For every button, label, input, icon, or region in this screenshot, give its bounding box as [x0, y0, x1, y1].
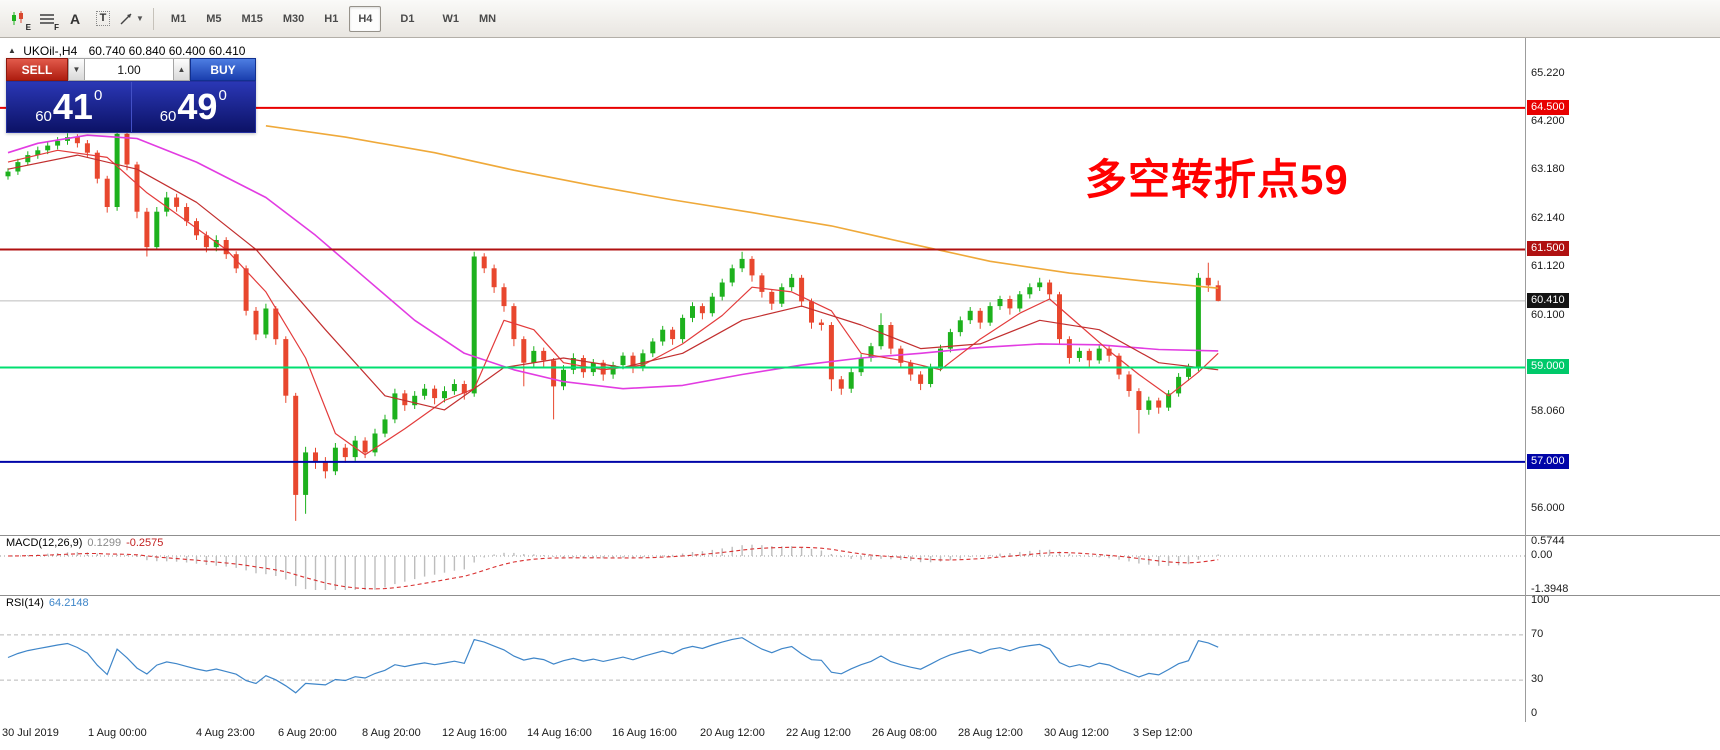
- timeframe-m5[interactable]: M5: [206, 12, 222, 25]
- lot-increase-button[interactable]: ▲: [173, 58, 190, 81]
- timeframe-d1[interactable]: D1: [400, 12, 415, 25]
- time-axis[interactable]: 30 Jul 2019 1 Aug 00:00 4 Aug 23:00 6 Aug 2…: [0, 722, 1720, 750]
- price-tick: 56.000: [1531, 502, 1565, 515]
- rsi-canvas[interactable]: [0, 595, 1525, 722]
- time-tick: 28 Aug 12:00: [958, 727, 1023, 739]
- chart-collapse-icon[interactable]: ▲: [8, 46, 16, 55]
- price-badge: 59.000: [1527, 359, 1569, 375]
- price-tick: 58.060: [1531, 404, 1565, 417]
- rsi-scale-label: 100: [1531, 594, 1550, 606]
- macd-scale-label: 0.00: [1531, 549, 1553, 561]
- macd-main-value: 0.1299: [87, 537, 122, 549]
- one-click-trading-widget: SELL ▼ ▲ BUY 60 41 0 60 49 0: [6, 58, 256, 133]
- timeframe-group: M1 M5 M15 M30 H1 H4 D1 W1 MN: [162, 5, 505, 32]
- text-box-icon[interactable]: T: [90, 6, 116, 32]
- price-badge: 64.500: [1527, 99, 1569, 115]
- price-badge: 60.410: [1527, 292, 1569, 308]
- candles-glyph: [12, 11, 23, 25]
- rsi-scale-label: 30: [1531, 673, 1544, 686]
- rsi-scale-label: 0: [1531, 707, 1538, 719]
- rsi-label: RSI(14) 64.2148: [6, 597, 89, 609]
- chevron-down-icon: ▼: [136, 14, 144, 23]
- ask-price[interactable]: 60 49 0: [130, 82, 256, 132]
- lines-glyph: [40, 13, 54, 24]
- macd-signal-value: -0.2575: [126, 537, 164, 549]
- macd-label: MACD(12,26,9) 0.1299 -0.2575: [6, 537, 164, 549]
- timeframe-h4[interactable]: H4: [349, 5, 382, 32]
- time-tick: 8 Aug 20:00: [362, 727, 421, 739]
- time-tick: 12 Aug 16:00: [442, 727, 507, 739]
- time-tick: 20 Aug 12:00: [700, 727, 765, 739]
- timeframe-mn[interactable]: MN: [478, 12, 497, 25]
- price-tick: 63.180: [1531, 163, 1565, 176]
- rsi-scale-label: 70: [1531, 627, 1544, 640]
- crosshair-tool-icon[interactable]: ▼: [118, 6, 145, 32]
- price-tick: 60.100: [1531, 308, 1565, 321]
- price-badge: 61.500: [1527, 241, 1569, 257]
- toolbar: E F A T ▼ M1 M5 M15 M30 H1 H4 D1 W1 MN: [0, 0, 1720, 38]
- ohlc-values: 60.740 60.840 60.400 60.410: [88, 44, 246, 58]
- price-tick: 64.200: [1531, 115, 1565, 128]
- chart-title: ▲ UKOil-,H4 60.740 60.840 60.400 60.410: [8, 44, 245, 58]
- time-tick: 30 Jul 2019: [2, 727, 59, 739]
- icon-badge: E: [25, 22, 31, 32]
- timeframe-w1[interactable]: W1: [442, 12, 459, 25]
- macd-canvas[interactable]: [0, 535, 1525, 595]
- time-tick: 6 Aug 20:00: [278, 727, 337, 739]
- buy-button[interactable]: BUY: [190, 58, 256, 81]
- text-label-icon[interactable]: A: [69, 10, 81, 27]
- timeframe-h1[interactable]: H1: [324, 12, 339, 25]
- time-tick: 30 Aug 12:00: [1044, 727, 1109, 739]
- indicator-lines-icon[interactable]: F: [34, 6, 60, 32]
- time-tick: 4 Aug 23:00: [196, 727, 255, 739]
- time-tick: 3 Sep 12:00: [1133, 727, 1193, 739]
- price-tick: 61.120: [1531, 260, 1565, 273]
- trade-controls-row: SELL ▼ ▲ BUY: [6, 58, 256, 81]
- bid-price[interactable]: 60 41 0: [35, 86, 103, 127]
- chart-annotation: 多空转折点59: [1085, 156, 1349, 203]
- time-tick: 16 Aug 16:00: [612, 727, 677, 739]
- price-axis[interactable]: 65.220 64.200 63.180 62.140 61.120 60.100 58.0…: [1525, 38, 1720, 722]
- macd-scale-label: 0.5744: [1531, 535, 1565, 547]
- timeframe-m30[interactable]: M30: [282, 12, 305, 25]
- sell-button[interactable]: SELL: [6, 58, 68, 81]
- panel-divider[interactable]: [0, 595, 1720, 596]
- lot-decrease-button[interactable]: ▼: [68, 58, 85, 81]
- icon-badge: F: [54, 22, 59, 32]
- price-chart-canvas[interactable]: [0, 38, 1525, 535]
- price-tick: 62.140: [1531, 212, 1565, 225]
- timeframe-m1[interactable]: M1: [170, 12, 187, 25]
- macd-scale-label: -1.3948: [1531, 583, 1569, 595]
- toolbar-separator: [152, 7, 154, 30]
- time-tick: 14 Aug 16:00: [527, 727, 592, 739]
- symbol-timeframe: UKOil-,H4: [23, 44, 78, 58]
- panel-divider[interactable]: [0, 535, 1720, 536]
- time-tick: 1 Aug 00:00: [88, 727, 147, 739]
- price-badge: 57.000: [1527, 453, 1569, 469]
- lot-size-input[interactable]: [85, 58, 173, 81]
- price-tick: 65.220: [1531, 66, 1565, 79]
- time-tick: 22 Aug 12:00: [786, 727, 851, 739]
- quote-display: 60 41 0 60 49 0: [6, 81, 256, 133]
- axis-separator: [1525, 38, 1526, 722]
- crosshair-glyph: [120, 13, 132, 24]
- time-tick: 26 Aug 08:00: [872, 727, 937, 739]
- timeframe-m15[interactable]: M15: [241, 12, 263, 25]
- candlestick-chart-icon[interactable]: E: [6, 6, 32, 32]
- rsi-value: 64.2148: [48, 597, 89, 609]
